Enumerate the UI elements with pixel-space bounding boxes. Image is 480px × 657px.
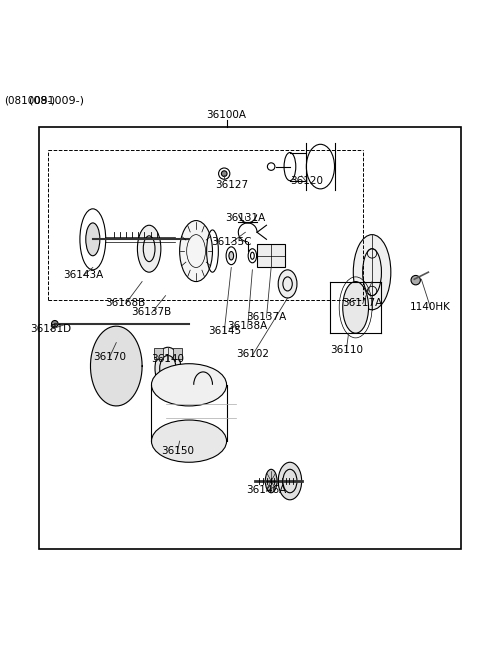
Text: 36120: 36120	[290, 175, 323, 186]
Ellipse shape	[152, 364, 227, 406]
Bar	[257, 244, 285, 267]
Text: 36170: 36170	[93, 351, 126, 361]
Ellipse shape	[343, 282, 369, 333]
Ellipse shape	[86, 223, 100, 256]
Ellipse shape	[278, 463, 301, 500]
Text: 36138A: 36138A	[228, 321, 268, 331]
Text: 36102: 36102	[236, 350, 269, 359]
Ellipse shape	[229, 252, 234, 260]
Text: 36143A: 36143A	[63, 269, 104, 279]
Ellipse shape	[137, 225, 161, 272]
Bar	[172, 377, 182, 389]
Bar	[172, 348, 182, 359]
Text: 36100A: 36100A	[206, 110, 247, 120]
Bar	[39, 127, 461, 549]
Bar	[154, 348, 163, 359]
Ellipse shape	[265, 469, 277, 493]
Text: 1140HK: 1140HK	[410, 302, 451, 312]
Text: (081009-): (081009-)	[4, 96, 55, 106]
Text: 36127: 36127	[215, 181, 248, 191]
Polygon shape	[91, 326, 142, 406]
Text: 36131A: 36131A	[225, 214, 265, 223]
Text: 36145: 36145	[208, 326, 241, 336]
Text: 36135C: 36135C	[211, 237, 252, 246]
Circle shape	[411, 275, 420, 285]
Text: 36140: 36140	[151, 354, 184, 364]
Text: (081009-): (081009-)	[29, 96, 84, 106]
Text: 36110: 36110	[330, 345, 363, 355]
Text: 36137A: 36137A	[246, 312, 287, 322]
Ellipse shape	[152, 420, 227, 463]
Text: 36117A: 36117A	[343, 298, 383, 307]
Bar	[154, 377, 163, 389]
Text: 36181D: 36181D	[30, 323, 71, 334]
Circle shape	[221, 171, 227, 177]
Ellipse shape	[278, 270, 297, 298]
Circle shape	[51, 321, 58, 327]
Ellipse shape	[180, 221, 213, 282]
Text: 36137B: 36137B	[132, 307, 172, 317]
Ellipse shape	[353, 235, 391, 309]
Text: 36168B: 36168B	[106, 298, 146, 307]
Text: 36150: 36150	[161, 445, 194, 455]
Text: 36146A: 36146A	[246, 486, 287, 495]
Ellipse shape	[155, 348, 181, 390]
